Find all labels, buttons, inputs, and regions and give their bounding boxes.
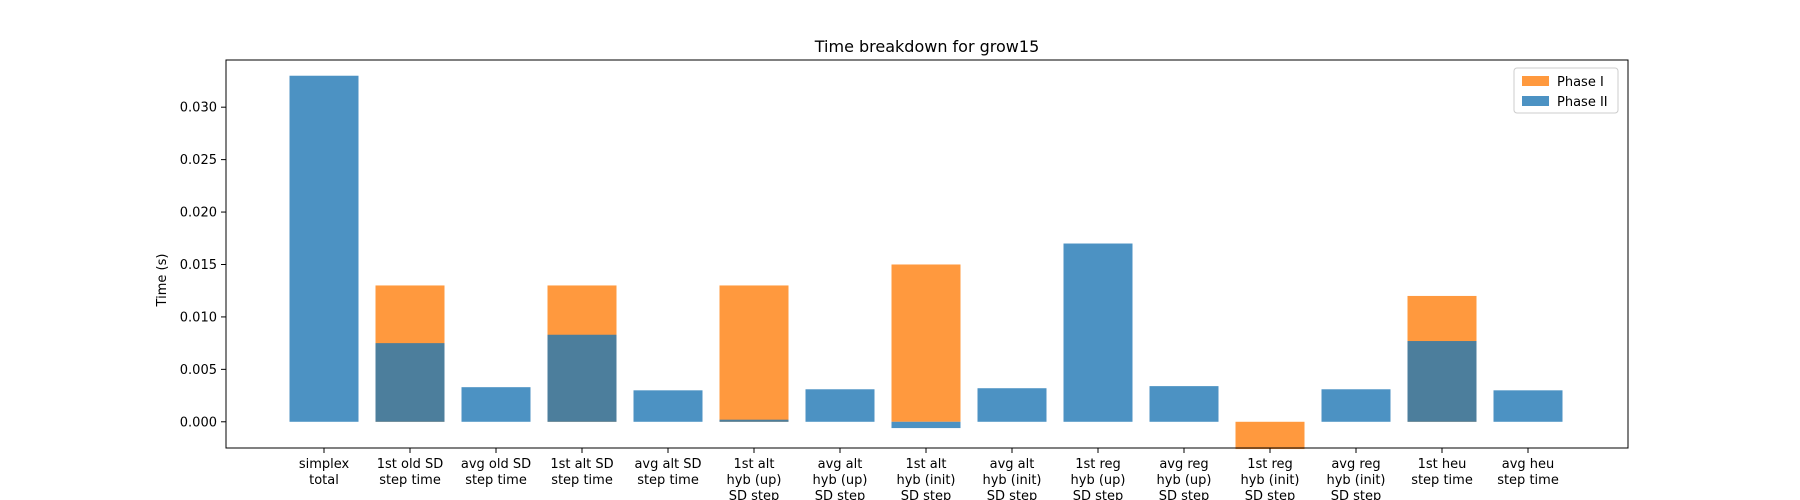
- bar-phase-i: [1235, 421, 1305, 450]
- x-tick-label: avg reg hyb (up) SD step: [1157, 457, 1212, 500]
- bar-phase-ii: [1493, 390, 1563, 422]
- bar-phase-ii: [633, 390, 703, 422]
- y-tick-label: 0.030: [180, 101, 217, 116]
- x-tick-label: 1st reg hyb (init) SD step: [1240, 457, 1299, 500]
- bar-phase-ii: [719, 419, 789, 422]
- bar-phase-ii: [1149, 386, 1219, 422]
- x-tick-label: 1st alt SD step time: [550, 457, 613, 488]
- y-tick-label: 0.020: [180, 206, 217, 221]
- bars-group: [289, 75, 1563, 450]
- y-tick-label: 0.005: [180, 363, 217, 378]
- bar-phase-i: [719, 285, 789, 422]
- y-axis-label: Time (s): [155, 254, 170, 308]
- legend-label-phase-ii: Phase II: [1557, 95, 1608, 110]
- bar-phase-ii: [461, 387, 531, 422]
- y-tick-label: 0.010: [180, 310, 217, 325]
- bar-phase-ii: [977, 388, 1047, 422]
- bar-phase-ii: [1407, 341, 1477, 422]
- bar-phase-ii: [805, 389, 875, 422]
- y-tick-label: 0.025: [180, 153, 217, 168]
- legend: Phase I Phase II: [1513, 67, 1619, 114]
- x-tick-label: 1st alt hyb (up) SD step: [727, 457, 782, 500]
- x-tick-label: simplex total: [299, 457, 350, 488]
- legend-swatch-phase-i: [1522, 76, 1549, 86]
- plot-frame: [225, 59, 1629, 449]
- x-axis: simplex total 1st old SD step time avg old S…: [299, 448, 1559, 500]
- x-tick-label: avg alt hyb (init) SD step: [982, 457, 1041, 500]
- chart-title: Time breakdown for grow15: [814, 37, 1040, 56]
- bar-phase-i: [891, 264, 961, 422]
- y-axis: 0.000 0.005 0.010 0.015 0.020 0.025 0.030: [180, 101, 226, 430]
- x-tick-label: avg old SD step time: [461, 457, 531, 488]
- x-tick-label: 1st old SD step time: [377, 457, 444, 488]
- x-tick-label: 1st heu step time: [1411, 457, 1473, 488]
- legend-swatch-phase-ii: [1522, 96, 1549, 106]
- bar-phase-ii: [289, 75, 359, 422]
- y-tick-label: 0.015: [180, 258, 217, 273]
- x-tick-label: avg alt SD step time: [634, 457, 701, 488]
- x-tick-label: 1st alt hyb (init) SD step: [896, 457, 955, 500]
- x-tick-label: avg heu step time: [1497, 457, 1559, 488]
- bar-phase-ii: [547, 334, 617, 422]
- bar-phase-ii: [1321, 389, 1391, 422]
- bar-phase-ii: [1063, 243, 1133, 422]
- legend-label-phase-i: Phase I: [1557, 75, 1604, 90]
- x-tick-label: avg alt hyb (up) SD step: [813, 457, 868, 500]
- bar-phase-ii: [891, 421, 961, 429]
- bar-phase-ii: [375, 343, 445, 422]
- y-tick-label: 0.000: [180, 415, 217, 430]
- x-tick-label: 1st reg hyb (up) SD step: [1071, 457, 1126, 500]
- x-tick-label: avg reg hyb (init) SD step: [1326, 457, 1385, 500]
